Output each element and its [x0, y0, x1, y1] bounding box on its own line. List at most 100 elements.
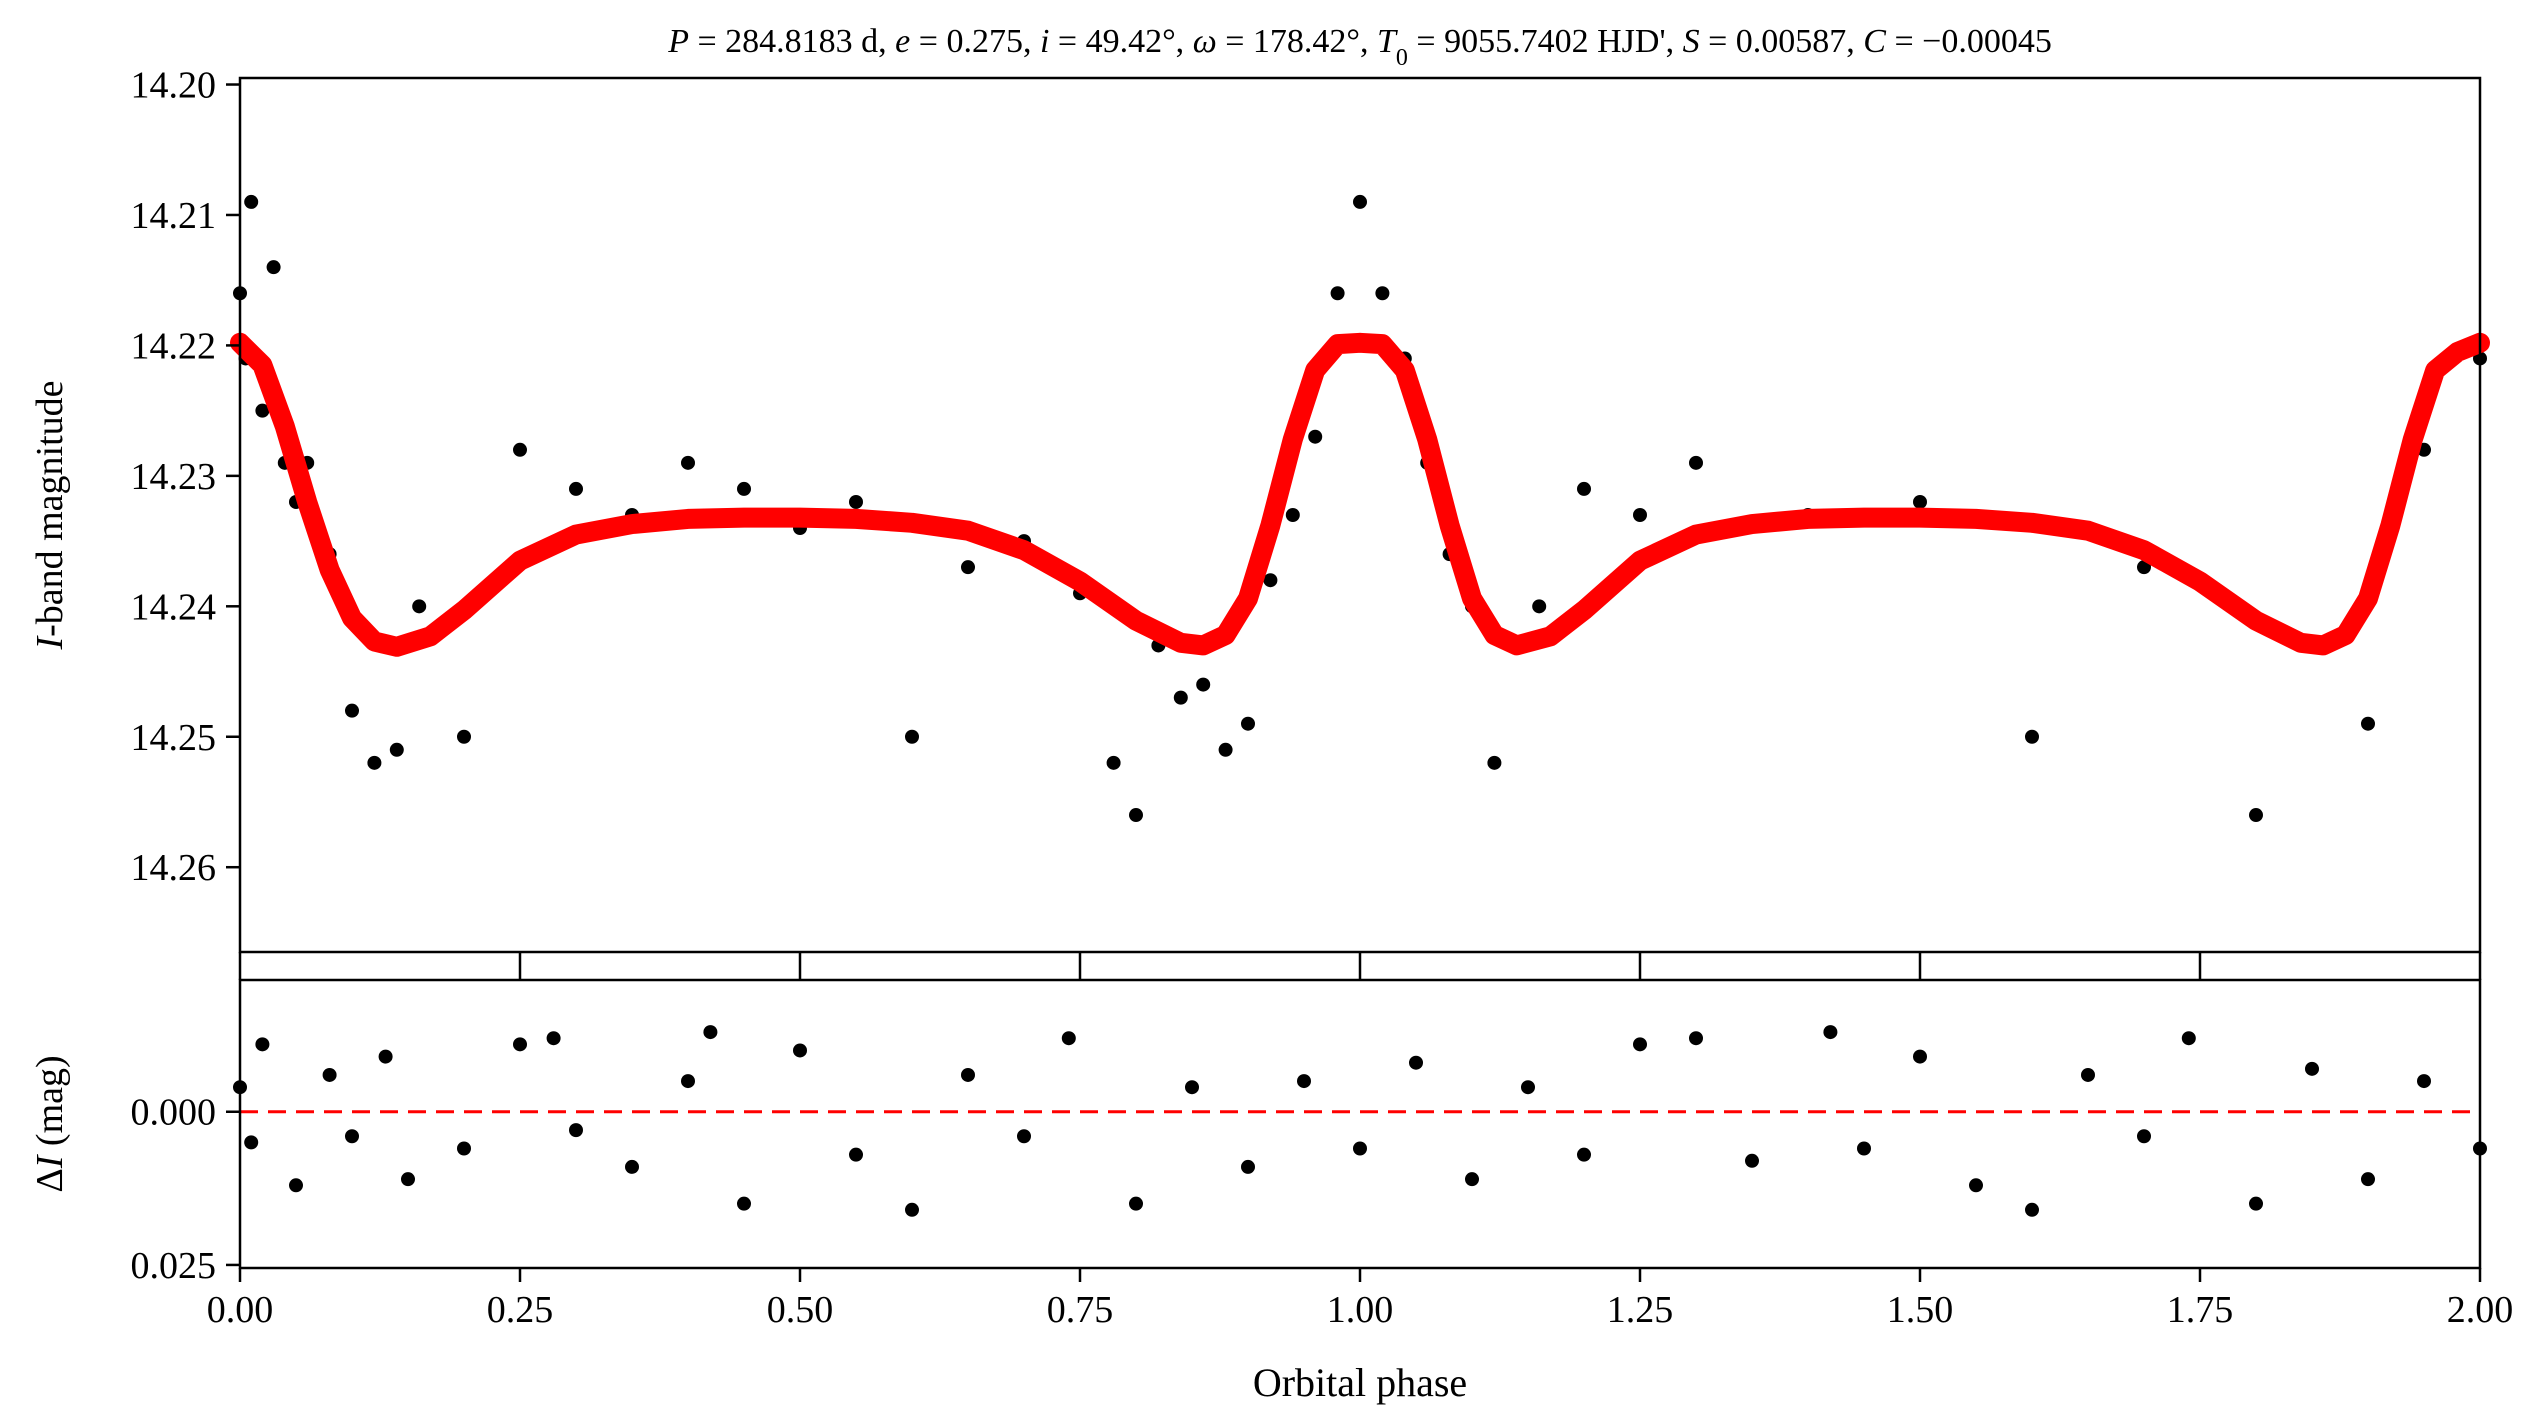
- data-point: [513, 442, 527, 457]
- residual-point: [2081, 1067, 2095, 1082]
- data-point: [1330, 286, 1345, 301]
- residual-point: [569, 1123, 583, 1138]
- data-point: [1577, 481, 1591, 496]
- top-y-ticks: 14.20 14.21 14.22 14.23 14.24 14.25 14.26: [131, 65, 240, 889]
- x-tick-label: 2.00: [2447, 1289, 2514, 1331]
- data-point: [905, 729, 919, 744]
- data-point: [389, 742, 404, 757]
- residual-point: [2137, 1129, 2151, 1144]
- x-tick-label: 0.00: [207, 1289, 274, 1331]
- residual-point: [1465, 1172, 1479, 1187]
- x-tick-label: 1.25: [1607, 1289, 1674, 1331]
- data-point: [1913, 494, 1927, 509]
- residual-point: [1577, 1147, 1591, 1162]
- residual-point: [2305, 1061, 2319, 1076]
- data-point: [569, 481, 583, 496]
- data-point: [1285, 508, 1300, 522]
- residual-point: [1823, 1025, 1838, 1040]
- data-point: [1689, 455, 1703, 470]
- y-tick-label: 0.025: [131, 1245, 217, 1287]
- bottom-y-axis-label: ΔI (mag): [29, 1055, 71, 1192]
- x-tick-label: 1.00: [1327, 1289, 1394, 1331]
- y-tick-label: 14.25: [131, 717, 217, 759]
- residual-point: [905, 1202, 919, 1217]
- data-point: [1487, 755, 1502, 770]
- bottom-y-ticks: 0.000 0.025: [131, 1092, 240, 1287]
- data-point: [345, 703, 359, 718]
- data-point: [1263, 573, 1278, 588]
- residual-point: [681, 1074, 695, 1089]
- data-point: [1353, 194, 1367, 209]
- top-y-axis-label: I-band magnitude: [29, 380, 71, 650]
- residual-point: [1061, 1031, 1076, 1046]
- data-point: [1633, 508, 1647, 522]
- x-tick-label: 0.50: [767, 1289, 834, 1331]
- data-point: [266, 260, 281, 275]
- data-point: [849, 494, 863, 509]
- residual-point: [2249, 1196, 2263, 1211]
- residual-point: [849, 1147, 863, 1162]
- x-tick-label: 0.75: [1047, 1289, 1114, 1331]
- residual-point: [289, 1178, 303, 1193]
- data-point: [1173, 690, 1188, 705]
- data-point: [1218, 742, 1233, 757]
- data-point: [1241, 716, 1255, 731]
- light-curve-panel: 14.20 14.21 14.22 14.23 14.24 14.25 14.26 I-ba…: [29, 65, 2490, 966]
- top-x-ticks: [238, 952, 2482, 966]
- data-point: [2249, 808, 2263, 823]
- y-tick-label: 14.24: [131, 586, 217, 628]
- data-point: [1129, 808, 1143, 823]
- data-point: [2361, 716, 2375, 731]
- x-tick-label: 1.75: [2167, 1289, 2234, 1331]
- residual-point: [255, 1037, 270, 1052]
- data-point: [412, 599, 427, 614]
- data-point: [961, 560, 975, 575]
- residual-point: [1633, 1037, 1647, 1052]
- residual-point: [625, 1159, 639, 1174]
- residual-point: [793, 1043, 807, 1058]
- data-point: [1196, 677, 1211, 692]
- y-tick-label: 0.000: [131, 1092, 217, 1134]
- data-point: [2025, 729, 2039, 744]
- chart-title: P = 284.8183 d, e = 0.275, i = 49.42°, ω…: [667, 23, 2052, 71]
- bottom-x-ticks: 0.00 0.25 0.50 0.75 1.00 1.25 1.50 1.75 2.00: [207, 966, 2514, 1331]
- x-tick-label: 0.25: [487, 1289, 554, 1331]
- residual-point: [457, 1141, 471, 1156]
- model-curve: [230, 332, 2490, 657]
- y-tick-label: 14.21: [131, 195, 217, 237]
- residual-point: [1129, 1196, 1143, 1211]
- residual-point: [546, 1031, 561, 1046]
- data-point: [255, 403, 270, 418]
- residual-point: [1017, 1129, 1031, 1144]
- residual-point: [2417, 1074, 2431, 1089]
- data-point: [1308, 429, 1323, 444]
- x-axis-label: Orbital phase: [1253, 1360, 1467, 1405]
- data-point: [457, 729, 471, 744]
- data-point: [2137, 560, 2151, 575]
- residual-point: [2361, 1172, 2375, 1187]
- residual-point: [2181, 1031, 2196, 1046]
- y-tick-label: 14.23: [131, 456, 217, 498]
- residual-point: [1857, 1141, 1871, 1156]
- residual-point: [1745, 1153, 1759, 1168]
- residual-point: [1409, 1055, 1423, 1070]
- data-point: [681, 455, 695, 470]
- data-point: [244, 194, 259, 209]
- data-point: [1106, 755, 1121, 770]
- residual-point: [322, 1067, 337, 1082]
- residual-point: [1913, 1049, 1927, 1064]
- y-tick-label: 14.26: [131, 847, 217, 889]
- residual-points: [233, 1025, 2487, 1217]
- x-tick-label: 1.50: [1887, 1289, 1954, 1331]
- residuals-panel: 0.000 0.025 0.00 0.25 0.50 0.75 1.00 1.25 1.50 1…: [29, 966, 2513, 1405]
- residual-point: [1969, 1178, 1983, 1193]
- residual-point: [961, 1067, 975, 1082]
- y-tick-label: 14.22: [131, 325, 217, 367]
- residual-point: [1185, 1080, 1199, 1095]
- residual-point: [513, 1037, 527, 1052]
- data-point: [367, 755, 382, 770]
- y-tick-label: 14.20: [131, 65, 217, 107]
- residual-point: [1689, 1031, 1703, 1046]
- residual-point: [1353, 1141, 1367, 1156]
